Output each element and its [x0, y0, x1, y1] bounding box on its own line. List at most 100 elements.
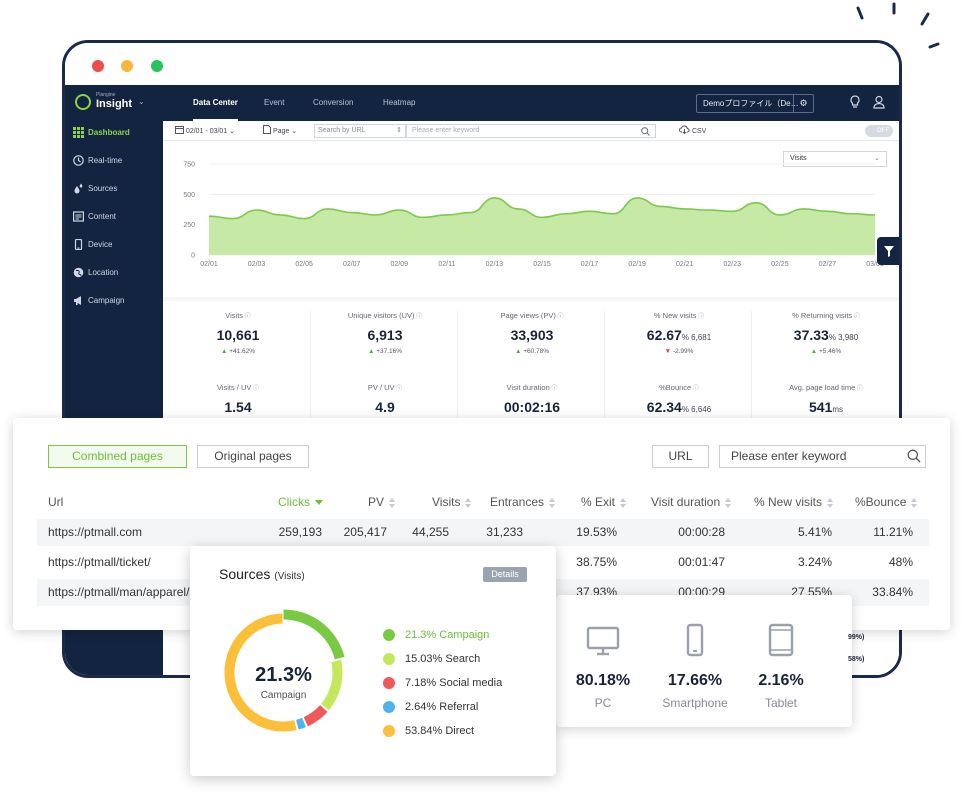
info-icon[interactable]: ⓘ	[549, 386, 558, 392]
metric-label-text: PV / UV	[367, 383, 395, 392]
sidebar-item-real-time[interactable]: Real-time	[73, 153, 122, 169]
info-icon[interactable]: ⓘ	[414, 314, 423, 320]
combined-pages-button[interactable]: Combined pages	[48, 445, 187, 468]
column-header-visits[interactable]: Visits	[432, 494, 473, 510]
url-cell[interactable]: https://ptmall/man/apparel/h	[48, 585, 197, 599]
chevron-down-icon: ⌄	[874, 155, 880, 162]
info-icon[interactable]: ⓘ	[243, 314, 251, 320]
table-cell: 205,417	[343, 525, 387, 539]
legend-item[interactable]: 2.64% Referral	[383, 700, 478, 714]
sort-icon	[389, 497, 397, 509]
url-filter-button[interactable]: URL	[652, 445, 709, 468]
document-icon	[73, 211, 84, 222]
arrow-up-icon: ▲	[514, 348, 524, 355]
user-icon[interactable]	[871, 95, 887, 111]
info-icon[interactable]: ⓘ	[691, 386, 699, 392]
details-button[interactable]: Details	[483, 567, 527, 582]
table-keyword-input[interactable]: Please enter keyword	[719, 445, 926, 468]
tab-data-center[interactable]: Data Center	[193, 85, 238, 121]
metric-change-text: +37.16%	[376, 348, 403, 355]
metric-change-text: -2.99%	[672, 348, 694, 355]
tab-event[interactable]: Event	[264, 98, 285, 107]
metric-card: Visit duration ⓘ 00:02:16	[459, 383, 605, 417]
legend-item[interactable]: 7.18% Social media	[383, 676, 502, 690]
date-range-picker[interactable]: 02/01 - 03/01 ⌄	[175, 125, 235, 137]
keyword-search-input[interactable]: Please enter keyword	[406, 124, 656, 138]
metric-value-sub: % 6,681	[681, 333, 712, 342]
legend-label: 21.3% Campaign	[405, 629, 490, 641]
csv-download-button[interactable]: CSV	[679, 125, 706, 137]
column-header-pv[interactable]: PV	[368, 494, 397, 510]
tab-heatmap[interactable]: Heatmap	[383, 98, 416, 107]
sidebar-item-location[interactable]: Location	[73, 265, 118, 281]
original-pages-button[interactable]: Original pages	[197, 445, 309, 468]
metric-change: ▲ +37.16%	[312, 348, 458, 355]
url-search-mode-select[interactable]: Search by URL ⇕	[314, 124, 406, 138]
info-icon[interactable]: ⓘ	[251, 386, 260, 392]
x-tick-label: 02/17	[581, 261, 599, 268]
column-header-exit[interactable]: % Exit	[581, 494, 628, 510]
sidebar-item-device[interactable]: Device	[73, 237, 112, 253]
gear-icon[interactable]: ⚙	[793, 95, 813, 112]
donut-slice-campaign[interactable]	[283, 609, 345, 660]
metric-label-text: Avg. page load time	[789, 383, 856, 392]
donut-slice-social-media[interactable]	[303, 705, 328, 727]
metric-label: % New visits ⓘ	[606, 311, 752, 323]
profile-select[interactable]: Demoプロファイル（De… ⚙	[696, 94, 814, 113]
sidebar-item-content[interactable]: Content	[73, 209, 116, 225]
search-icon[interactable]	[907, 449, 921, 463]
sidebar-item-campaign[interactable]: Campaign	[73, 293, 124, 309]
url-cell[interactable]: https://ptmall.com	[48, 525, 143, 539]
sort-icon	[465, 497, 473, 509]
column-header-clicks[interactable]: Clicks	[278, 494, 323, 510]
legend-dot-icon	[383, 701, 395, 713]
arrow-up-icon: ▲	[220, 348, 230, 355]
table-cell: 259,193	[278, 525, 322, 539]
device-value: 80.18%	[575, 672, 631, 689]
column-header-entrances[interactable]: Entrances	[490, 494, 557, 510]
table-row[interactable]: https://ptmall/ticket/38.75% 00:01:47 3.24…	[37, 549, 929, 576]
donut-slice-search[interactable]	[321, 659, 343, 711]
info-icon[interactable]: ⓘ	[696, 314, 705, 320]
funnel-icon	[884, 246, 894, 257]
maximize-window-button[interactable]	[151, 60, 163, 72]
sources-card: Sources (Visits) Details 21.3% Campaign 2…	[190, 546, 556, 776]
legend-item[interactable]: 15.03% Search	[383, 652, 480, 666]
url-cell[interactable]: https://ptmall/ticket/	[48, 555, 151, 569]
column-header-visit-duration[interactable]: Visit duration	[651, 494, 733, 510]
metric-select[interactable]: Visits ⌄	[783, 151, 887, 167]
sidebar-item-dashboard[interactable]: Dashboard	[73, 125, 130, 141]
csv-label: CSV	[691, 128, 707, 135]
lightbulb-icon[interactable]	[847, 95, 863, 111]
donut-slice-referral[interactable]	[296, 717, 306, 730]
tab-conversion[interactable]: Conversion	[313, 98, 354, 107]
donut-slice-direct[interactable]	[224, 613, 297, 732]
filter-panel-button[interactable]	[877, 237, 899, 265]
column-header-label: Visit duration	[651, 495, 721, 509]
search-icon[interactable]	[641, 127, 650, 136]
info-icon[interactable]: ⓘ	[855, 386, 863, 392]
metric-divider	[604, 311, 605, 421]
column-header-new-visits[interactable]: % New visits	[754, 494, 835, 510]
phone-icon	[74, 239, 83, 250]
minimize-window-button[interactable]	[121, 60, 133, 72]
legend-item[interactable]: 53.84% Direct	[383, 724, 474, 738]
info-icon[interactable]: ⓘ	[394, 386, 403, 392]
legend-item[interactable]: 21.3% Campaign	[383, 628, 489, 642]
page-type-select[interactable]: Page ⌄	[263, 125, 297, 137]
metric-value: 37.33% 3,980	[753, 327, 899, 345]
metric-divider	[751, 311, 752, 421]
app-logo[interactable]: Plangine Insight ⌄	[75, 92, 175, 114]
toggle-switch[interactable]: OFF	[865, 125, 893, 137]
close-window-button[interactable]	[92, 60, 104, 72]
info-icon[interactable]: ⓘ	[555, 314, 564, 320]
info-icon[interactable]: ⓘ	[852, 314, 860, 320]
metric-card: Page views (PV) ⓘ 33,903 ▲ +60.78%	[459, 311, 605, 355]
sidebar-item-sources[interactable]: Sources	[73, 181, 117, 197]
table-row[interactable]: https://ptmall.com 259,193 205,417 44,255 31…	[37, 519, 929, 546]
sources-subtitle: (Visits)	[274, 571, 305, 582]
x-tick-label: 02/03	[248, 261, 266, 268]
column-header-bounce[interactable]: %Bounce	[855, 494, 919, 510]
metric-value-text: 6,913	[367, 327, 403, 343]
metric-divider	[310, 311, 311, 421]
